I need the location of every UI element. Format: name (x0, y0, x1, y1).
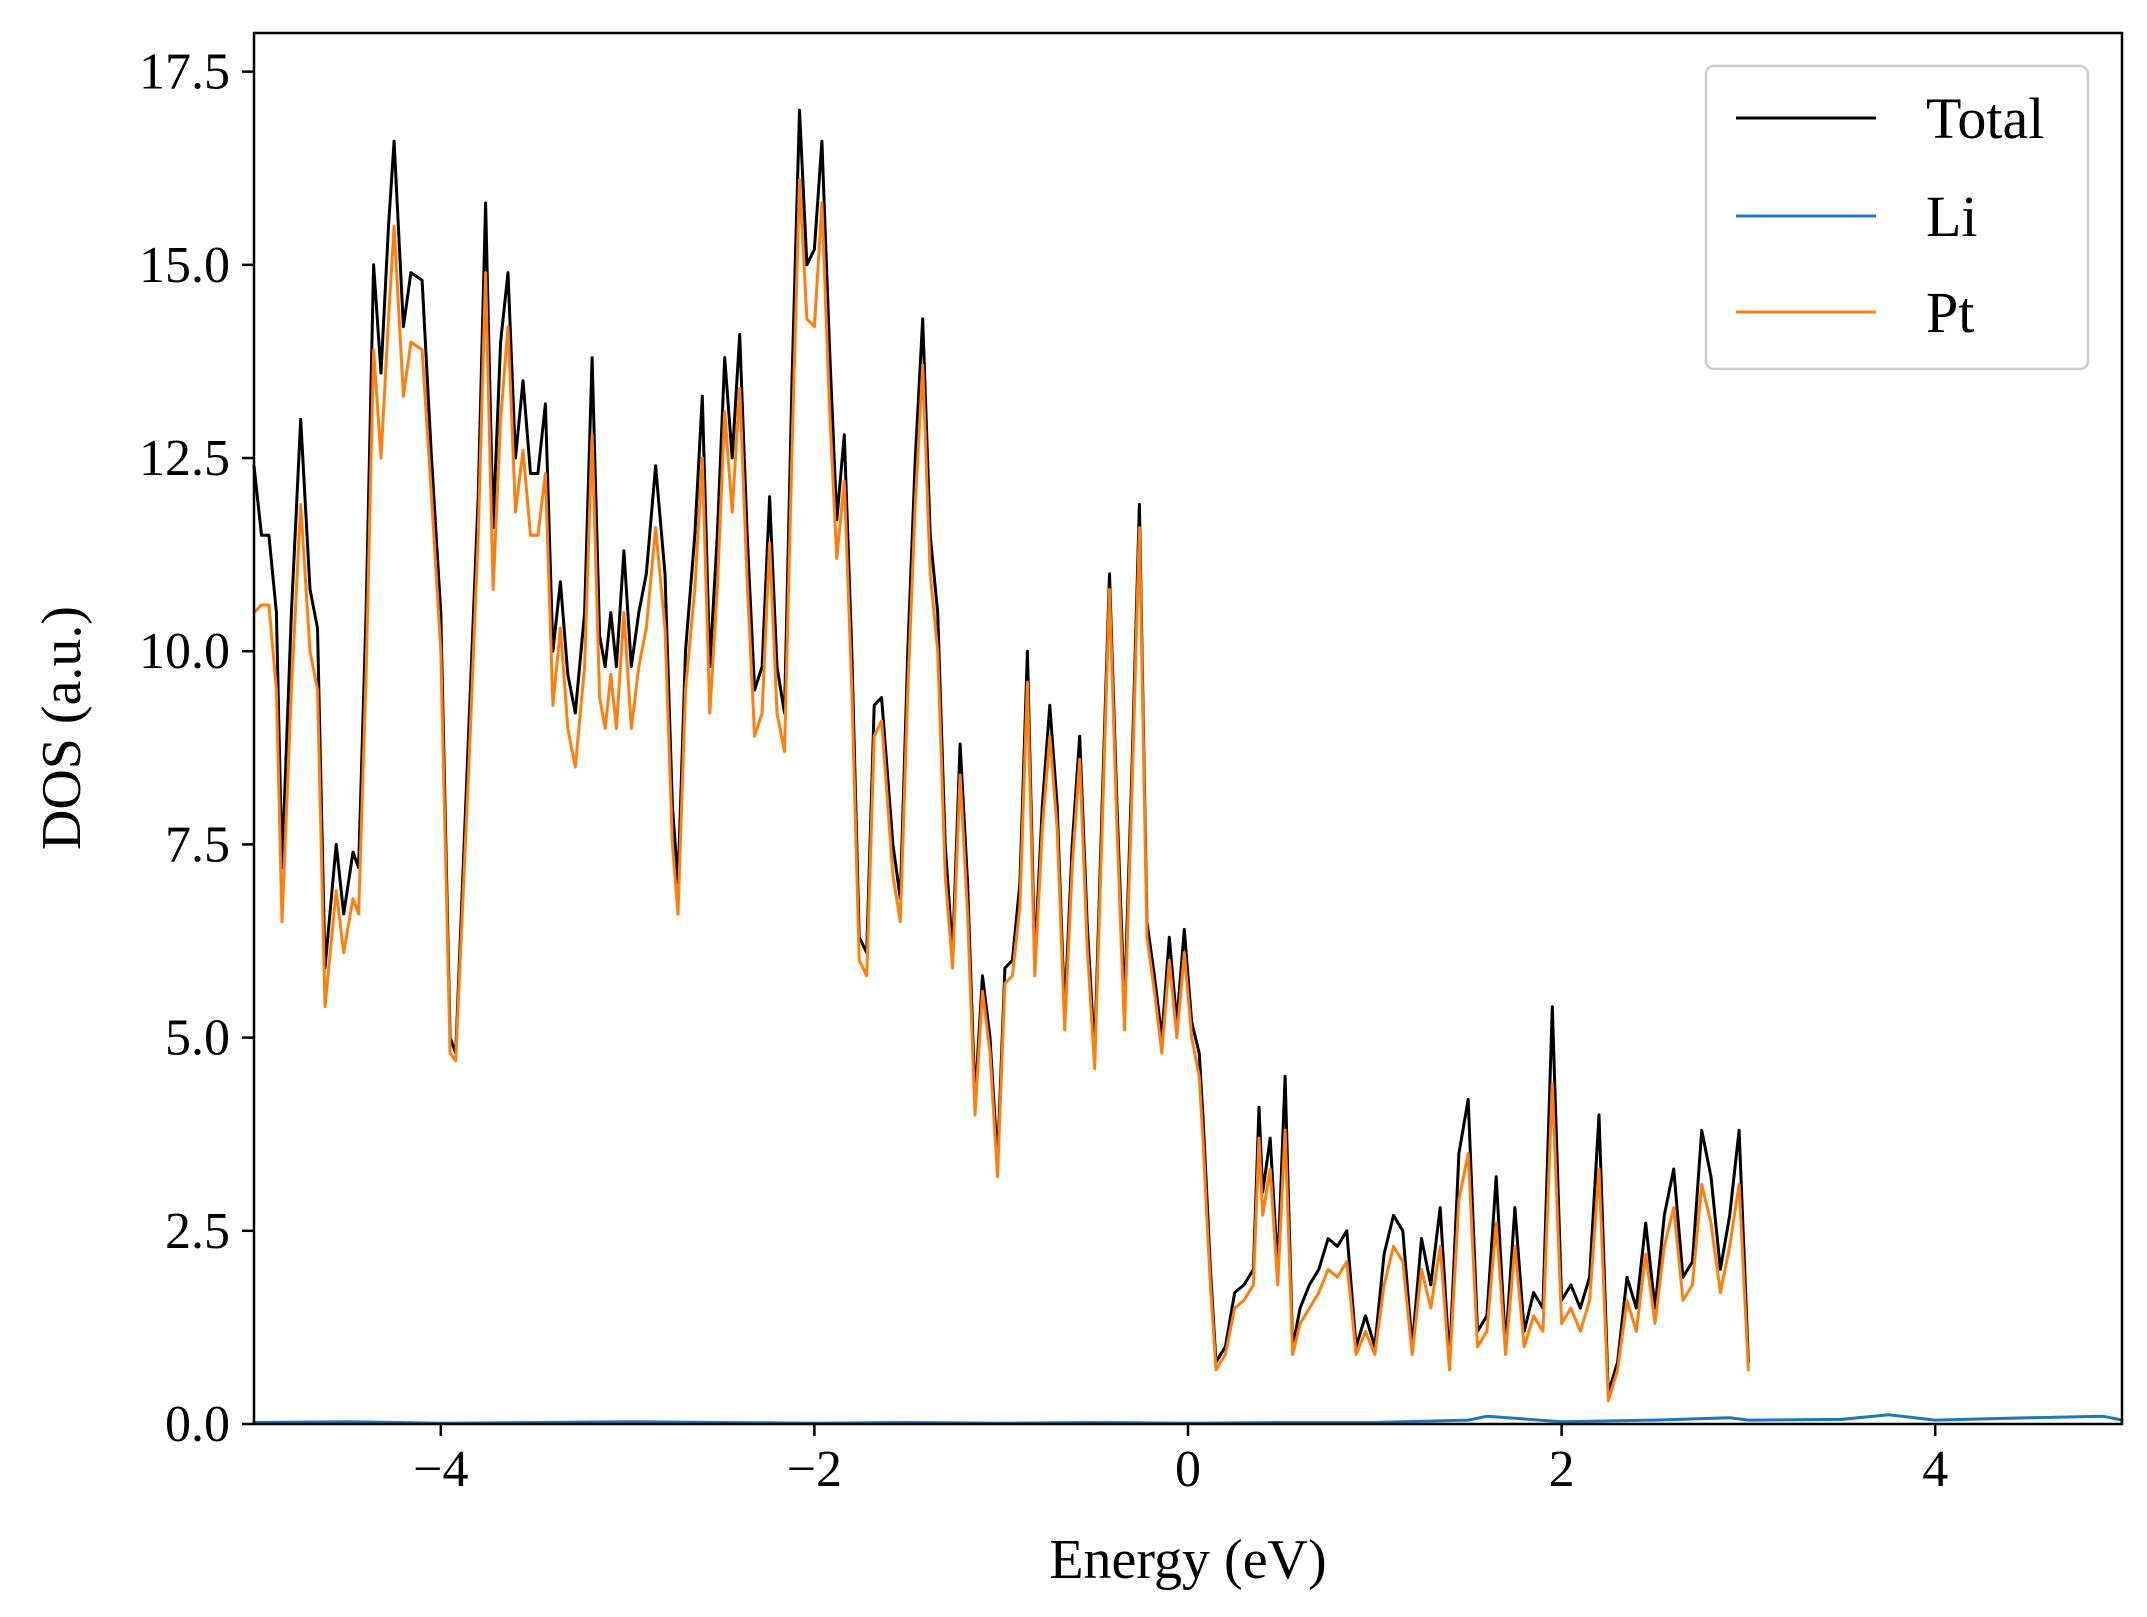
legend: Total Li Pt (1704, 64, 2090, 371)
legend-label-total: Total (1926, 86, 2044, 151)
legend-label-pt: Pt (1926, 280, 1974, 345)
y-tick-label: 7.5 (165, 816, 230, 873)
y-tick-label: 12.5 (139, 430, 230, 487)
x-axis-title: Energy (eV) (1049, 1529, 1326, 1591)
legend-box (1704, 64, 2090, 371)
y-tick-label: 15.0 (139, 237, 230, 294)
series-line-li (252, 1413, 2124, 1425)
y-tick-label: 5.0 (165, 1010, 230, 1067)
x-tick-label: −4 (413, 1441, 468, 1498)
x-axis: −4 −2 0 2 4 (413, 1424, 1948, 1498)
x-tick-label: 0 (1175, 1441, 1201, 1498)
x-tick-label: −2 (787, 1441, 842, 1498)
y-tick-label: 17.5 (139, 44, 230, 101)
y-tick-label: 2.5 (165, 1203, 230, 1260)
x-tick-label: 2 (1549, 1441, 1575, 1498)
y-tick-label: 10.0 (139, 623, 230, 680)
y-tick-label: 0.0 (165, 1396, 230, 1453)
y-axis: 0.0 2.5 5.0 7.5 10.0 12.5 15.0 17.5 (139, 44, 254, 1453)
series-line-pt (252, 178, 1750, 1403)
legend-entries: Total Li Pt (1736, 86, 2044, 345)
y-axis-title: DOS (a.u.) (31, 606, 93, 850)
x-tick-label: 4 (1922, 1441, 1948, 1498)
legend-label-li: Li (1926, 184, 1978, 249)
series-layer (252, 108, 2124, 1425)
